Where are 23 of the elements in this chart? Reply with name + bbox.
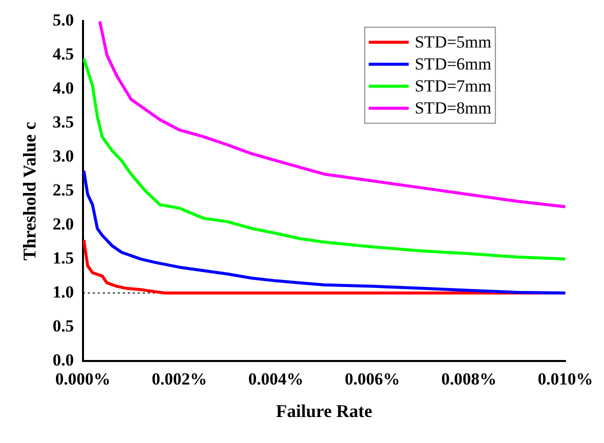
x-tick-label: 0.000%	[55, 370, 110, 389]
x-tick-label: 0.002%	[152, 370, 207, 389]
x-tick-label: 0.010%	[538, 370, 593, 389]
y-tick-label: 4.0	[52, 78, 74, 98]
y-tick-label: 0.5	[52, 316, 74, 336]
y-tick-label: 3.5	[52, 112, 74, 132]
legend-label: STD=6mm	[414, 54, 492, 74]
y-tick-label: 0.0	[52, 350, 74, 370]
legend-label: STD=7mm	[414, 76, 492, 96]
y-axis-title: Threshold Value c	[19, 122, 40, 260]
y-tick-label: 1.5	[52, 248, 74, 268]
x-tick-label: 0.008%	[441, 370, 496, 389]
legend-label: STD=5mm	[414, 32, 492, 52]
y-tick-label: 1.0	[52, 282, 74, 302]
y-tick-label: 4.5	[52, 44, 74, 64]
y-tick-label: 2.0	[52, 214, 74, 234]
x-axis-title: Failure Rate	[276, 400, 372, 421]
y-tick-label: 3.0	[52, 146, 74, 166]
x-tick-label: 0.004%	[248, 370, 304, 389]
x-tick-label: 0.006%	[344, 370, 400, 389]
y-tick-label: 5.0	[52, 10, 74, 30]
y-tick-label: 2.5	[52, 180, 74, 200]
legend-label: STD=8mm	[414, 98, 492, 118]
